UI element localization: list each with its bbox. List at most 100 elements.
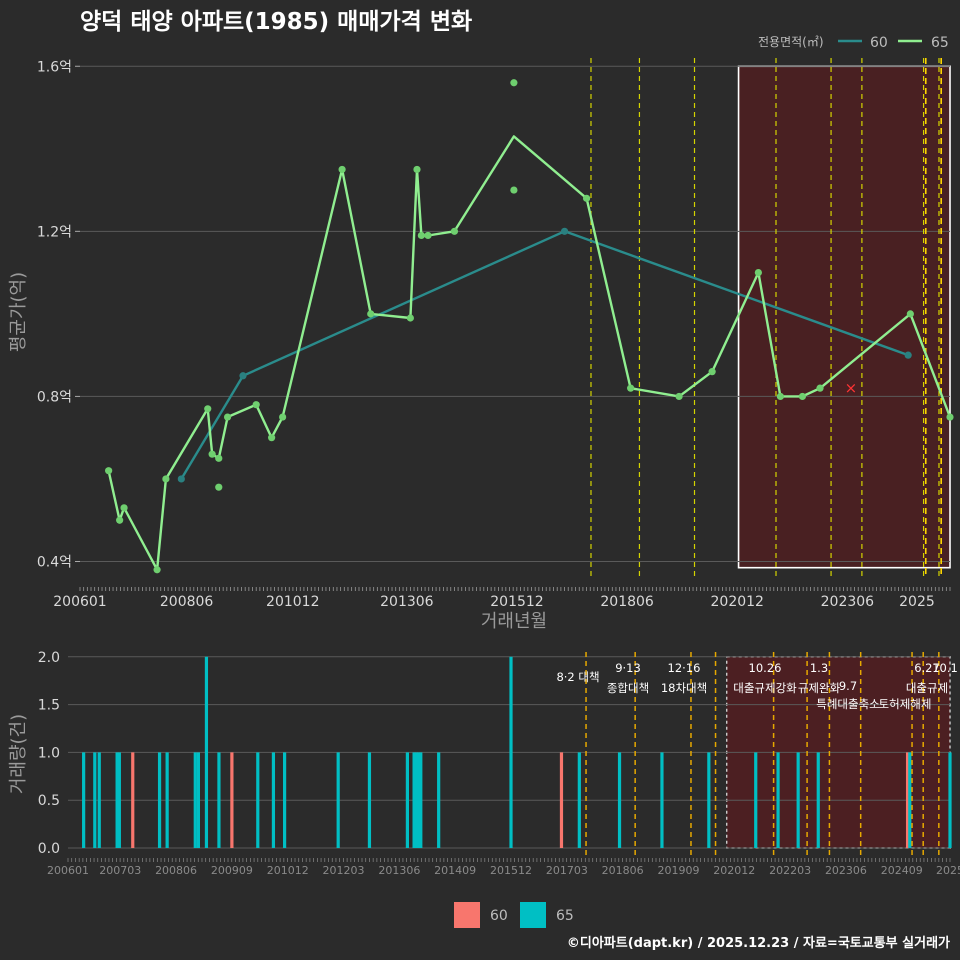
volume-bar-65 — [509, 656, 513, 848]
volume-bar-65 — [617, 752, 622, 848]
policy-date: 9.7 — [839, 679, 857, 693]
x-tick-label: 202203 — [769, 864, 811, 877]
policy-date: 8·2 대책 — [556, 670, 599, 684]
volume-bar-65 — [754, 752, 758, 848]
y-tick-label: 0.8억 — [37, 389, 72, 405]
y-tick-label: 1.0 — [38, 745, 60, 761]
volume-bar-65 — [217, 752, 221, 848]
highlight-range — [737, 65, 951, 569]
x-tick-label: 201203 — [323, 864, 365, 877]
volume-bar-60 — [131, 752, 135, 848]
data-point-65 — [708, 368, 716, 376]
data-point-65 — [252, 401, 260, 409]
x-tick-label: 200601 — [47, 864, 89, 877]
policy-label: 특례대출축소 — [816, 697, 879, 711]
policy-date: 1.3 — [810, 661, 828, 675]
legend-bottom: 60 65 — [454, 902, 574, 928]
policy-label: 18차대책 — [661, 681, 707, 695]
chart-title: 양덕 태양 아파트(1985) 매매가격 변화 — [80, 9, 472, 35]
volume-bar-65 — [416, 752, 421, 848]
legend-top: 전용면적(㎡) 60 65 — [758, 35, 949, 51]
volume-bar-65 — [196, 752, 201, 848]
volume-bar-65 — [193, 752, 197, 848]
y-tick-label: 0.4억 — [37, 554, 72, 570]
x-tick-label: 201512 — [490, 594, 543, 610]
data-point-65 — [105, 467, 113, 475]
data-point-60 — [560, 227, 569, 235]
volume-bar-65 — [117, 752, 121, 848]
x-tick-label: 201306 — [378, 864, 420, 877]
data-point-65 — [675, 392, 683, 401]
x-tick-label: 200806 — [155, 864, 197, 877]
data-point-65 — [510, 79, 518, 87]
volume-bar-65 — [115, 752, 119, 848]
policy-date: 12·16 — [668, 661, 701, 675]
x-tick-label: 200601 — [53, 594, 106, 610]
data-point-60 — [239, 372, 247, 380]
data-point-65 — [215, 454, 223, 462]
data-point-65 — [510, 186, 518, 194]
volume-bar-65 — [367, 752, 372, 848]
data-point-65 — [798, 392, 807, 401]
x-tick-label: 201909 — [657, 864, 699, 877]
y-tick-label: 0.5 — [38, 793, 60, 809]
x-tick-label: 201806 — [602, 864, 644, 877]
volume-bar-60 — [559, 752, 564, 848]
y-tick-label: 1.6억 — [37, 59, 72, 75]
x-tick-label: 201806 — [600, 594, 654, 610]
data-point-65 — [946, 413, 954, 421]
data-point-65 — [208, 450, 216, 458]
legend-bottom-label-65: 65 — [556, 908, 574, 924]
y-tick-label: 2.0 — [38, 650, 60, 666]
volume-bar-65 — [414, 752, 418, 848]
legend-label-60: 60 — [870, 35, 888, 51]
data-point-65 — [338, 165, 346, 174]
x-tick-label: 202306 — [821, 594, 875, 610]
volume-bar-65 — [405, 752, 410, 848]
x-tick-label: 202012 — [711, 594, 764, 610]
volume-bar-65 — [157, 752, 162, 848]
volume-bar-65 — [336, 752, 340, 848]
volume-bar-65 — [776, 752, 780, 848]
legend-swatch-65 — [520, 902, 546, 928]
x-tick-label: 202409 — [881, 864, 923, 877]
policy-date: 10.1 — [932, 661, 958, 675]
data-point-65 — [627, 384, 635, 392]
data-point-65 — [906, 310, 914, 318]
data-point-65 — [268, 434, 276, 442]
volume-bar-60 — [230, 752, 234, 848]
data-point-65 — [204, 405, 212, 413]
series-line-65 — [107, 135, 952, 571]
legend-area-label: 전용면적(㎡) — [758, 35, 824, 49]
y-axis-title: 평균가(억) — [8, 272, 29, 352]
volume-panel: 0.0 0.5 1.0 1.5 2.0 8·2 대책 9·13 종합대책 12·16 18차대책 1… — [38, 650, 960, 877]
x-tick-label: 201306 — [380, 594, 434, 610]
policy-date: 10.26 — [749, 661, 782, 675]
special-marker: × — [845, 379, 858, 397]
volume-bar-65 — [97, 752, 101, 848]
data-point-65 — [367, 310, 375, 318]
data-point-65 — [215, 483, 223, 491]
legend-bottom-label-60: 60 — [490, 908, 508, 924]
data-point-65 — [776, 392, 785, 401]
x-tick-label: 2025 — [899, 594, 935, 610]
y-tick-label: 0.0 — [38, 841, 60, 857]
volume-bar-60 — [905, 752, 910, 848]
volume-bar-65 — [412, 752, 416, 848]
volume-bar-65 — [437, 752, 441, 848]
y-tick-label: 1.2억 — [37, 224, 72, 240]
x-tick-label: 200703 — [99, 864, 141, 877]
data-point-65 — [754, 269, 762, 277]
volume-bar-65 — [271, 752, 276, 848]
data-point-60 — [904, 351, 912, 359]
volume-bar-65 — [816, 752, 820, 848]
data-point-65 — [816, 384, 824, 392]
volume-bar-65 — [419, 752, 423, 848]
policy-label: 대출규제 — [906, 681, 948, 695]
policy-label: 종합대책 — [607, 681, 649, 695]
data-point-65 — [279, 413, 287, 421]
x-tick-label: 201012 — [267, 864, 309, 877]
price-panel: 0.4억 0.8억 1.2억 1.6억 200601 200806 201012 201306… — [37, 58, 954, 610]
x-tick-label: 202306 — [825, 864, 867, 877]
x-tick-label: 2025 — [936, 864, 960, 877]
